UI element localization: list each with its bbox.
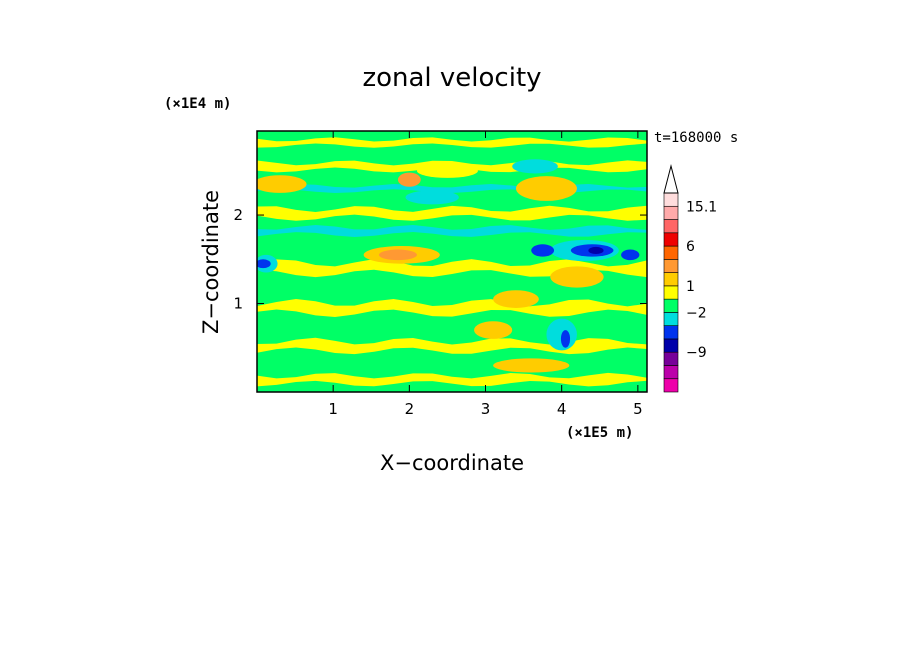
- x-tick-label: 5: [633, 400, 643, 418]
- contour-blob: [493, 290, 539, 308]
- colorbar-cell: [663, 338, 679, 353]
- colorbar-label: −2: [686, 305, 707, 321]
- contour-band: [257, 372, 647, 387]
- contour-blob: [550, 266, 604, 288]
- x-axis-ticks: 1 2 3 4 5: [328, 131, 643, 418]
- contour-band: [257, 259, 647, 278]
- contour-blob: [531, 244, 555, 257]
- y-tick-label: 2: [233, 206, 243, 224]
- contour-band: [257, 137, 647, 148]
- contour-blob: [621, 249, 640, 261]
- chart-title: zonal velocity: [362, 63, 541, 93]
- contour-field: [257, 131, 647, 392]
- y-axis-label: Z−coordinate: [199, 190, 223, 334]
- colorbar-cell: [663, 365, 679, 380]
- colorbar-cell: [663, 285, 679, 300]
- colorbar-cell: [663, 245, 679, 260]
- colorbar-cell: [663, 325, 679, 340]
- colorbar-label: 15.1: [686, 199, 717, 215]
- contour-band: [257, 224, 647, 237]
- y-axis-unit: (×1E4 m): [164, 96, 231, 112]
- contour-band: [257, 205, 647, 221]
- colorbar-label: −9: [686, 345, 707, 361]
- contour-blob: [512, 159, 558, 174]
- colorbar-cell: [663, 219, 679, 234]
- x-axis-label: X−coordinate: [380, 451, 524, 475]
- x-tick-label: 1: [328, 400, 338, 418]
- colorbar-cell: [663, 259, 679, 273]
- colorbar-label: 1: [686, 279, 695, 295]
- x-tick-label: 4: [557, 400, 567, 418]
- colorbar-cell: [663, 351, 679, 366]
- contour-blob: [405, 190, 459, 205]
- contour-blob: [588, 246, 604, 254]
- contour-blob: [257, 175, 307, 193]
- contour-blob: [493, 358, 570, 373]
- contour-blob: [397, 172, 421, 187]
- x-tick-label: 2: [405, 400, 415, 418]
- plot-frame: [256, 130, 648, 393]
- colorbar-cell: [663, 232, 679, 247]
- contour-blob: [474, 321, 513, 339]
- contour-blob: [416, 163, 478, 178]
- colorbar-label: 6: [686, 239, 695, 255]
- time-label: t=168000 s: [654, 130, 738, 146]
- colorbar: 15.1 6 1 −2 −9: [663, 164, 717, 393]
- contour-band: [257, 337, 647, 355]
- contour-blob: [378, 249, 417, 261]
- colorbar-cell: [663, 205, 679, 220]
- contour-blob: [560, 330, 571, 348]
- contour-blob: [257, 259, 271, 269]
- y-tick-label: 1: [233, 295, 243, 313]
- colorbar-cell: [663, 298, 679, 313]
- colorbar-cell: [663, 378, 679, 393]
- x-tick-label: 3: [481, 400, 491, 418]
- y-axis-ticks: 12: [233, 206, 647, 313]
- colorbar-cell: [663, 312, 679, 326]
- x-axis-unit: (×1E5 m): [566, 425, 633, 441]
- colorbar-extend-arrow: [663, 164, 679, 194]
- contour-band: [257, 298, 647, 317]
- contour-blob: [515, 176, 577, 201]
- colorbar-cell: [663, 272, 679, 287]
- colorbar-cell: [663, 192, 679, 207]
